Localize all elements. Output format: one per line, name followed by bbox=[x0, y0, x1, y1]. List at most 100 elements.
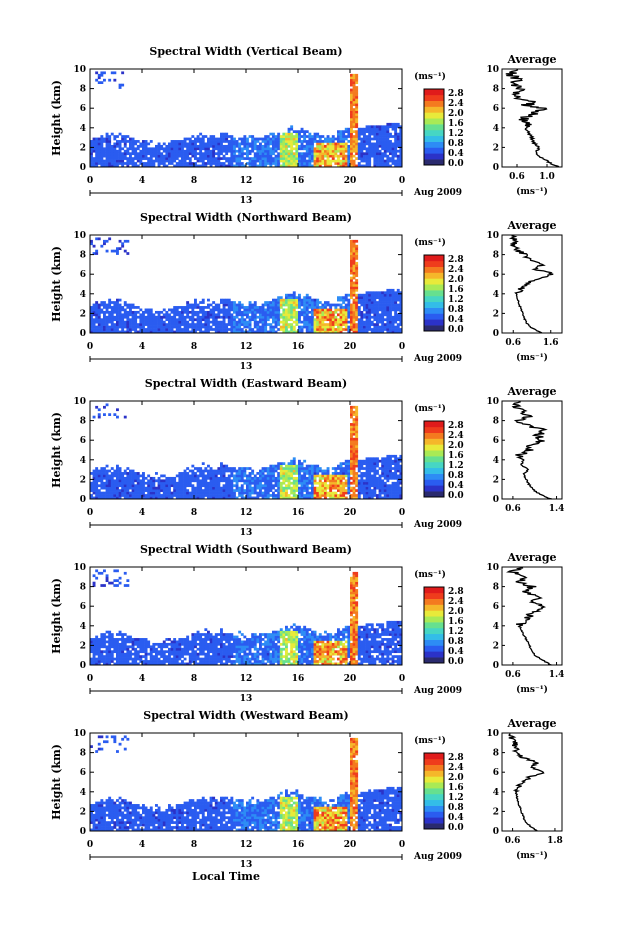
heatmap-cell bbox=[399, 130, 403, 133]
heatmap-cell bbox=[165, 325, 169, 329]
heatmap-cell bbox=[214, 330, 218, 334]
heatmap-cell bbox=[147, 318, 151, 322]
heatmap-cell bbox=[227, 306, 231, 309]
heatmap-cell bbox=[126, 306, 130, 309]
heatmap-cell bbox=[381, 152, 385, 156]
heatmap-cell bbox=[214, 481, 218, 485]
heatmap-cell bbox=[136, 479, 140, 483]
heatmap-cell bbox=[334, 472, 338, 475]
heatmap-cell bbox=[311, 306, 314, 309]
heatmap-cell bbox=[196, 328, 200, 331]
heatmap-cell bbox=[243, 467, 247, 470]
heatmap-cell bbox=[383, 142, 387, 146]
heatmap-cell bbox=[105, 328, 109, 331]
heatmap-cell bbox=[222, 467, 226, 470]
heatmap-cell bbox=[162, 308, 166, 312]
heatmap-cell bbox=[269, 464, 273, 468]
heatmap-cell bbox=[175, 491, 179, 495]
heatmap-cell bbox=[92, 308, 96, 312]
heatmap-cell bbox=[279, 152, 283, 156]
heatmap-cell bbox=[165, 152, 169, 156]
heatmap-cell bbox=[207, 481, 210, 485]
heatmap-cell bbox=[313, 330, 317, 334]
heatmap-cell bbox=[160, 484, 164, 488]
heatmap-cell bbox=[259, 137, 262, 141]
heatmap-cell bbox=[334, 491, 338, 495]
heatmap-cell bbox=[344, 162, 348, 165]
heatmap-cell bbox=[355, 135, 359, 138]
heatmap-cell bbox=[303, 318, 307, 322]
heatmap-cell bbox=[339, 147, 343, 151]
heatmap-cell bbox=[214, 137, 218, 141]
heatmap-cell bbox=[355, 284, 359, 287]
heatmap-cell bbox=[342, 147, 346, 151]
heatmap-cell bbox=[136, 154, 140, 158]
heatmap-cell bbox=[368, 149, 372, 153]
heatmap-cell bbox=[105, 330, 109, 334]
heatmap-cell bbox=[90, 154, 93, 158]
heatmap-cell bbox=[370, 328, 374, 331]
heatmap-cell bbox=[100, 244, 104, 248]
heatmap-cell bbox=[129, 476, 132, 480]
heatmap-cell bbox=[331, 310, 335, 314]
heatmap-cell bbox=[347, 469, 351, 473]
heatmap-cell bbox=[394, 149, 398, 153]
heatmap-cell bbox=[126, 315, 130, 319]
heatmap-cell bbox=[238, 476, 242, 480]
heatmap-cell bbox=[142, 323, 145, 326]
heatmap-cell bbox=[186, 476, 190, 480]
heatmap-cell bbox=[264, 308, 268, 312]
heatmap-cell bbox=[274, 301, 278, 304]
heatmap-cell bbox=[378, 479, 382, 483]
heatmap-cell bbox=[383, 127, 387, 131]
heatmap-cell bbox=[103, 162, 106, 165]
heatmap-cell bbox=[355, 325, 359, 329]
heatmap-cell bbox=[396, 476, 400, 480]
heatmap-cell bbox=[381, 308, 385, 312]
heatmap-cell bbox=[220, 137, 223, 141]
heatmap-cell bbox=[350, 284, 353, 287]
heatmap-cell bbox=[350, 76, 353, 80]
heatmap-cell bbox=[123, 481, 127, 485]
colorbar-tick-label: 2.4 bbox=[448, 265, 464, 275]
heatmap-cell bbox=[355, 418, 359, 421]
heatmap-cell bbox=[168, 320, 171, 324]
heatmap-cell bbox=[352, 330, 356, 334]
heatmap-cell bbox=[251, 318, 255, 322]
heatmap-cell bbox=[337, 328, 340, 331]
heatmap-cell bbox=[352, 83, 356, 87]
heatmap-cell bbox=[344, 147, 348, 151]
heatmap-cell bbox=[292, 479, 296, 483]
heatmap-cell bbox=[363, 486, 366, 490]
heatmap-cell bbox=[103, 472, 106, 475]
heatmap-cell bbox=[121, 640, 125, 644]
heatmap-cell bbox=[287, 144, 291, 148]
heatmap-cell bbox=[116, 142, 119, 146]
heatmap-cell bbox=[152, 323, 156, 326]
heatmap-cell bbox=[139, 308, 143, 312]
heatmap-cell bbox=[207, 162, 210, 165]
heatmap-cell bbox=[316, 142, 320, 146]
heatmap-cell bbox=[92, 310, 96, 314]
heatmap-cell bbox=[103, 584, 106, 587]
heatmap-cell bbox=[279, 476, 283, 480]
heatmap-cell bbox=[191, 303, 195, 307]
heatmap-cell bbox=[113, 491, 117, 495]
heatmap-cell bbox=[235, 469, 239, 473]
heatmap-cell bbox=[381, 474, 385, 478]
heatmap-cell bbox=[279, 140, 283, 143]
heatmap-cell bbox=[365, 472, 369, 475]
heatmap-cell bbox=[139, 318, 143, 322]
heatmap-cell bbox=[116, 464, 119, 468]
heatmap-cell bbox=[123, 662, 127, 666]
heatmap-cell bbox=[110, 149, 114, 153]
heatmap-cell bbox=[240, 306, 244, 309]
heatmap-cell bbox=[155, 149, 158, 153]
heatmap-cell bbox=[394, 325, 398, 329]
heatmap-cell bbox=[391, 474, 395, 478]
heatmap-cell bbox=[279, 481, 283, 485]
heatmap-cell bbox=[305, 315, 309, 319]
heatmap-cell bbox=[253, 313, 257, 317]
heatmap-cell bbox=[321, 489, 325, 492]
heatmap-cell bbox=[363, 301, 366, 304]
